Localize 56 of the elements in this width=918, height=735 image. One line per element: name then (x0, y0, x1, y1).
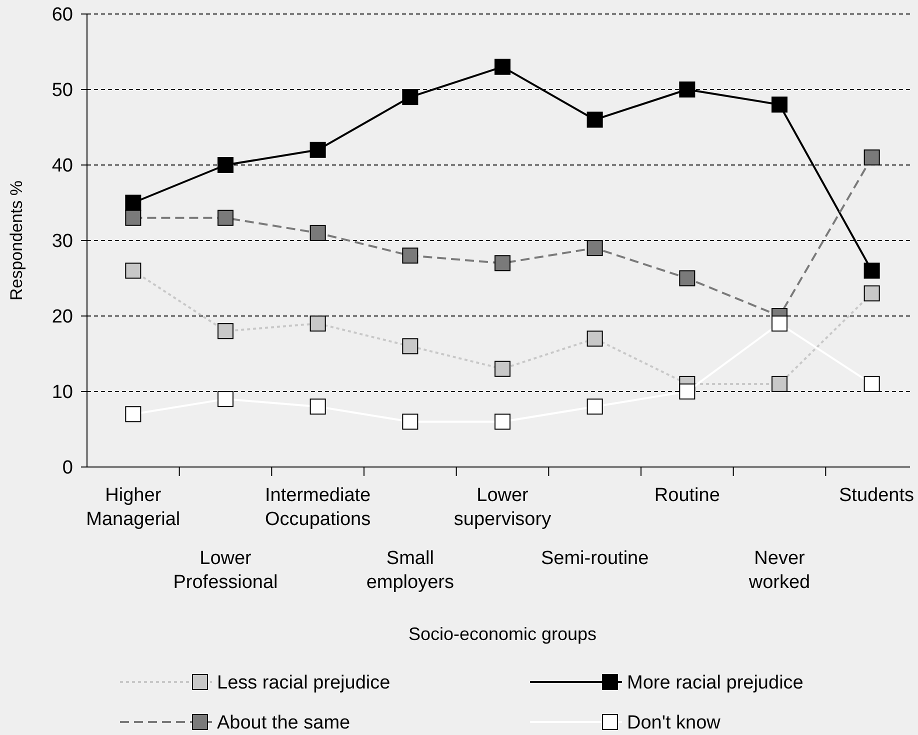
x-tick-label: Small employers (366, 548, 454, 593)
point (772, 96, 788, 113)
x-axis-title: Socio-economic groups (408, 624, 597, 644)
point (402, 89, 418, 106)
point (864, 376, 880, 392)
legend-label: More racial prejudice (627, 672, 804, 694)
y-tick-label: 20 (52, 306, 73, 328)
point (125, 406, 142, 422)
point (586, 398, 603, 415)
y-tick-label: 50 (52, 80, 73, 102)
point (310, 398, 326, 415)
point (864, 149, 880, 166)
legend-label: Don't know (627, 712, 721, 734)
x-tick-label: Intermediate Occupations (265, 485, 371, 530)
point (310, 142, 326, 158)
point (402, 414, 418, 430)
point (125, 210, 142, 226)
y-tick-label: 40 (52, 156, 73, 177)
point (586, 240, 603, 256)
point (586, 330, 603, 347)
point (494, 414, 510, 430)
point (402, 248, 418, 264)
x-tick-label: Semi-routine (540, 548, 649, 569)
y-axis-title: Respondents % (7, 180, 26, 301)
x-tick-label: Lower supervisory (454, 485, 552, 530)
y-tick-label: 10 (52, 382, 73, 404)
point (679, 384, 696, 400)
point (125, 194, 142, 211)
x-tick-label: Higher Managerial (86, 485, 180, 530)
y-tick-label: 30 (52, 231, 73, 252)
point (494, 58, 510, 75)
point (864, 262, 880, 279)
point (772, 316, 788, 332)
x-tick-label: Never worked (748, 548, 810, 593)
point (125, 262, 142, 279)
point (494, 255, 510, 272)
legend-label: Less racial prejudice (217, 672, 390, 694)
point (218, 391, 234, 408)
x-tick-label: Routine (654, 485, 720, 506)
point (679, 270, 696, 286)
point (494, 360, 510, 377)
point (772, 376, 788, 392)
x-tick-label: Lower Professional (173, 548, 278, 593)
y-tick-label: 0 (62, 458, 73, 479)
point (310, 224, 326, 241)
x-tick-label: Students (839, 485, 914, 506)
point (402, 338, 418, 354)
legend-label: About the same (217, 712, 350, 734)
point (679, 82, 696, 98)
point (218, 323, 234, 340)
point (864, 285, 880, 302)
y-tick-label: 60 (52, 4, 73, 26)
point (218, 210, 234, 226)
point (586, 112, 603, 128)
point (310, 316, 326, 332)
point (218, 157, 234, 173)
